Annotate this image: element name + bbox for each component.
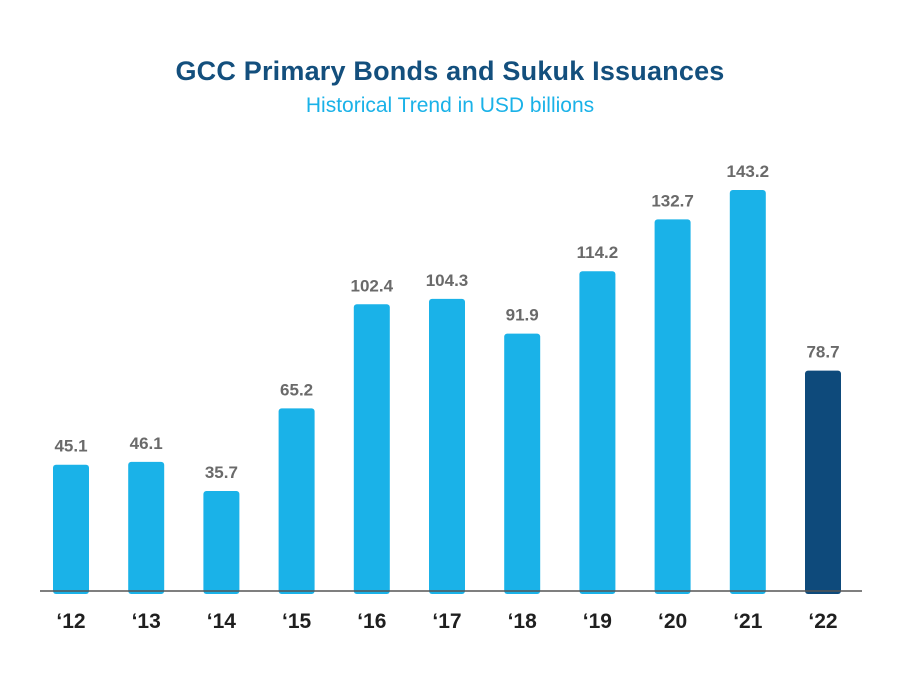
tick-label-9: ‘21 — [733, 610, 763, 633]
bar-9 — [729, 190, 766, 594]
tick-label-3: ‘15 — [282, 610, 312, 633]
value-label-3: 65.2 — [280, 380, 313, 399]
value-label-2: 35.7 — [205, 463, 238, 482]
chart-title: GCC Primary Bonds and Sukuk Issuances — [175, 56, 725, 86]
tick-label-2: ‘14 — [207, 610, 237, 633]
bar-6 — [504, 333, 541, 594]
bar-1 — [128, 461, 165, 594]
value-label-0: 45.1 — [54, 437, 87, 456]
bar-2 — [203, 491, 240, 594]
value-label-9: 143.2 — [727, 162, 770, 181]
value-label-4: 102.4 — [351, 276, 394, 295]
bar-5 — [429, 298, 465, 594]
tick-label-8: ‘20 — [658, 610, 687, 633]
tick-label-4: ‘16 — [357, 610, 386, 633]
tick-label-7: ‘19 — [583, 610, 612, 633]
value-label-6: 91.9 — [506, 306, 539, 325]
tick-label-0: ‘12 — [56, 610, 85, 633]
value-label-5: 104.3 — [426, 271, 469, 290]
bar-8 — [654, 219, 691, 594]
bar-7 — [579, 271, 616, 594]
bar-0 — [53, 464, 89, 594]
tick-label-1: ‘13 — [132, 610, 161, 633]
bars-group — [53, 190, 841, 594]
chart-subtitle: Historical Trend in USD billions — [305, 94, 595, 117]
bar-10 — [805, 370, 841, 594]
value-labels-group: 45.1 46.1 35.7 65.2 102.4 104.3 91.9 114.2 132.7… — [54, 162, 839, 482]
bar-3 — [278, 408, 315, 594]
tick-labels-group: ‘12 ‘13 ‘14 ‘15 ‘16 ‘17 ‘18 ‘19 ‘20 ‘21 ‘22 — [56, 610, 837, 633]
bar-4 — [353, 304, 390, 594]
tick-label-6: ‘18 — [508, 610, 538, 633]
value-label-8: 132.7 — [651, 191, 694, 210]
value-label-7: 114.2 — [577, 243, 619, 262]
value-label-10: 78.7 — [806, 343, 839, 362]
tick-label-5: ‘17 — [432, 610, 461, 633]
tick-label-10: ‘22 — [808, 610, 837, 633]
value-label-1: 46.1 — [130, 434, 163, 453]
